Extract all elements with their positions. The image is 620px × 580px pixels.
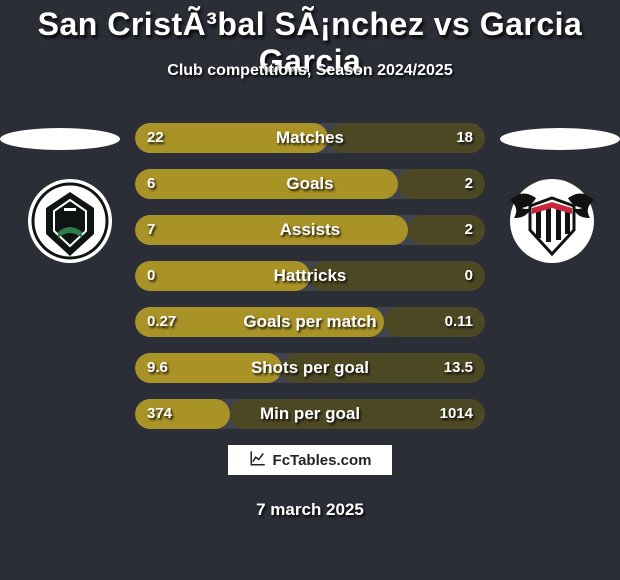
stat-row: 62Goals — [135, 169, 485, 199]
chart-icon — [249, 449, 267, 471]
club-badge-right — [502, 178, 602, 264]
watermark-badge: FcTables.com — [227, 444, 393, 476]
player-platform-left — [0, 128, 120, 150]
player-platform-right — [500, 128, 620, 150]
stat-label: Goals — [135, 169, 485, 199]
stat-row: 2218Matches — [135, 123, 485, 153]
stat-row: 0.270.11Goals per match — [135, 307, 485, 337]
stat-label: Assists — [135, 215, 485, 245]
stat-row: 72Assists — [135, 215, 485, 245]
stats-bars: 2218Matches 62Goals 72Assists 00Hattricks 0.… — [135, 123, 485, 445]
comparison-date: 7 march 2025 — [0, 500, 620, 520]
stat-row: 9.613.5Shots per goal — [135, 353, 485, 383]
stat-row: 3741014Min per goal — [135, 399, 485, 429]
stat-label: Hattricks — [135, 261, 485, 291]
stat-label: Matches — [135, 123, 485, 153]
club-badge-left — [20, 178, 120, 264]
stat-row: 00Hattricks — [135, 261, 485, 291]
stat-label: Goals per match — [135, 307, 485, 337]
stat-label: Min per goal — [135, 399, 485, 429]
competition-label: Club competitions, Season 2024/2025 — [0, 62, 620, 80]
watermark-text: FcTables.com — [273, 452, 372, 469]
stat-label: Shots per goal — [135, 353, 485, 383]
